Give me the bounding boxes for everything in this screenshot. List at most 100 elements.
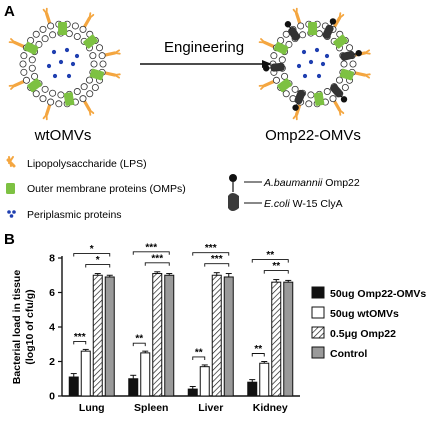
periplasmic-protein	[314, 47, 320, 53]
bar	[80, 350, 91, 397]
x-tick-label: Kidney	[253, 402, 288, 414]
lipid-head	[41, 85, 49, 93]
lps-spike	[262, 40, 276, 49]
clya-legend-icon	[228, 193, 239, 211]
lipid-head	[278, 56, 286, 64]
lipid-head	[47, 98, 55, 106]
omp-protein	[277, 78, 292, 93]
lps-spike	[332, 99, 342, 112]
lipid-head	[89, 52, 97, 60]
lps-legend-icon	[6, 156, 16, 168]
omp22-legend-label: A.baumannii Omp22	[263, 177, 360, 189]
periplasmic-protein	[70, 61, 76, 67]
lipid-head	[285, 40, 293, 48]
lipid-head	[49, 89, 57, 97]
lipid-head	[335, 76, 343, 84]
bar	[223, 276, 234, 397]
bar	[68, 376, 79, 397]
legend-swatch	[311, 286, 325, 299]
bacterial-load-chart: 0 2 4 6 8 Bacterial load in tissue(log10 of c…	[11, 242, 426, 414]
lipid-head	[47, 22, 55, 30]
omp-protein	[333, 34, 348, 49]
clya-fusion	[330, 84, 343, 98]
significance-label: **	[254, 344, 262, 355]
clya-fusion	[340, 50, 355, 61]
lipid-head	[315, 30, 323, 38]
y-tick-label: 4	[49, 322, 55, 334]
lps-legend-label: Lipopolysaccharide (LPS)	[27, 158, 147, 170]
lipid-head	[270, 52, 278, 60]
significance-bracket	[192, 252, 230, 256]
lipid-head	[65, 30, 73, 38]
periplasmic-protein	[58, 59, 64, 65]
significance-bracket	[263, 270, 289, 274]
periplasmic-legend-label: Periplasmic proteins	[27, 209, 122, 221]
lipid-head	[71, 22, 79, 30]
legend-label: 50ug Omp22-OMVs	[330, 288, 426, 300]
lipid-head	[96, 44, 104, 52]
periplasmic-protein	[302, 73, 308, 79]
legend-swatch	[311, 346, 325, 359]
y-tick-label: 8	[49, 253, 55, 265]
bar	[247, 381, 258, 397]
bar	[152, 273, 163, 397]
bar	[140, 352, 151, 397]
significance-label: ***	[145, 242, 157, 253]
omp-protein	[23, 41, 39, 55]
legend-label: 0.5μg Omp22	[330, 328, 396, 340]
periplasmic-protein	[296, 63, 302, 69]
lipid-head	[41, 35, 49, 43]
lipid-head	[49, 31, 57, 39]
omp-protein	[273, 41, 289, 55]
lipid-head	[86, 90, 94, 98]
lipid-head	[307, 91, 315, 99]
significance-label: ***	[205, 243, 217, 254]
lipid-head	[299, 31, 307, 39]
lipid-head	[20, 52, 28, 60]
lipid-head	[79, 95, 87, 103]
lps-spike	[295, 11, 302, 25]
periplasmic-protein	[316, 73, 322, 79]
significance-bracket	[192, 356, 206, 360]
lipid-head	[19, 60, 27, 68]
significance-bracket	[73, 340, 87, 345]
lps-spike	[12, 79, 26, 88]
lipid-head	[55, 100, 63, 108]
omp-protein	[89, 68, 105, 81]
significance-bracket	[73, 253, 111, 257]
periplasmic-legend-icon	[7, 210, 16, 218]
significance-label: **	[266, 250, 274, 261]
clya-fusion	[322, 24, 334, 39]
periplasmic-protein	[324, 53, 330, 59]
significance-bracket	[132, 251, 170, 255]
legend-swatch	[311, 306, 325, 319]
lipid-head	[281, 72, 289, 80]
lps-branch	[363, 73, 371, 76]
lps-spike	[262, 79, 276, 88]
significance-bracket	[144, 262, 170, 266]
bar	[128, 378, 139, 397]
lipid-head	[20, 68, 28, 76]
lps-branch	[88, 108, 95, 115]
bar	[211, 274, 222, 397]
lipid-head	[282, 30, 290, 38]
lipid-head	[291, 85, 299, 93]
significance-label: **	[195, 347, 203, 358]
lipid-head	[28, 64, 36, 72]
clya-fusion	[294, 89, 306, 105]
omp-protein	[63, 92, 75, 106]
y-axis-label: Bacterial load in tissue(log10 of cfu/g)	[11, 270, 36, 385]
panel-letter-b: B	[4, 231, 15, 248]
omp-protein	[27, 78, 42, 93]
significance-bracket	[132, 342, 146, 347]
lps-branch	[338, 12, 342, 20]
lps-spike	[45, 11, 52, 25]
legend-label: Control	[330, 348, 367, 360]
lps-branch	[260, 84, 266, 90]
lipid-head	[91, 84, 99, 92]
periplasmic-protein	[51, 49, 57, 55]
significance-bracket	[251, 259, 289, 263]
bar	[187, 388, 198, 397]
omp-protein	[307, 21, 318, 36]
